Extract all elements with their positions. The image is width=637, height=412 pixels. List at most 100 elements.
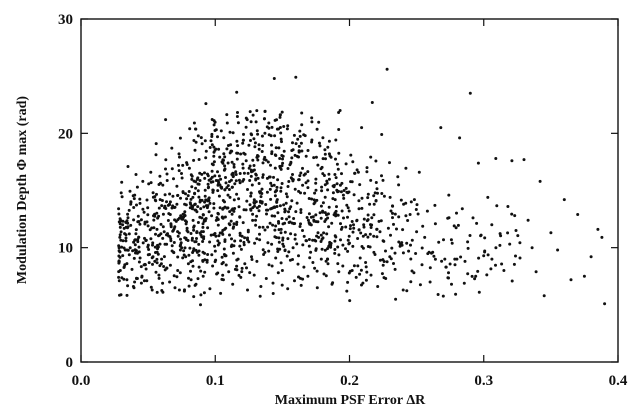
data-point <box>138 197 142 201</box>
data-point <box>325 232 329 236</box>
data-point <box>433 203 437 207</box>
data-point <box>589 255 593 259</box>
data-point <box>232 209 236 213</box>
data-point <box>327 177 331 181</box>
data-point <box>326 188 330 192</box>
data-point <box>154 270 158 274</box>
data-point <box>132 256 136 260</box>
data-point <box>268 187 272 191</box>
data-point <box>246 188 249 191</box>
data-point <box>223 215 227 219</box>
data-point <box>139 218 143 222</box>
data-point <box>374 159 378 163</box>
data-point <box>221 228 225 232</box>
data-point <box>139 281 143 285</box>
data-point <box>145 279 149 283</box>
data-point <box>359 268 363 272</box>
data-point <box>269 181 273 185</box>
data-point <box>212 206 216 210</box>
data-point <box>346 215 349 219</box>
data-point <box>384 249 387 253</box>
data-point <box>195 210 199 214</box>
data-point <box>163 242 167 246</box>
data-point <box>490 257 494 261</box>
data-point <box>256 176 260 180</box>
data-point <box>177 163 180 167</box>
data-point <box>172 241 176 244</box>
data-point <box>337 253 341 257</box>
data-point <box>258 191 262 195</box>
data-point <box>477 256 481 260</box>
data-point <box>362 225 366 229</box>
data-point <box>538 179 542 183</box>
data-point <box>213 174 217 178</box>
data-point <box>185 226 189 230</box>
data-point <box>173 205 177 209</box>
data-point <box>254 223 258 227</box>
data-point <box>365 170 369 174</box>
data-point <box>201 213 205 217</box>
data-point <box>362 223 366 227</box>
data-point <box>159 222 163 226</box>
data-point <box>225 113 229 117</box>
data-point <box>335 162 339 166</box>
data-point <box>323 195 327 199</box>
data-point <box>453 257 457 261</box>
data-point <box>234 179 238 183</box>
data-point <box>162 265 166 268</box>
data-point <box>227 222 231 226</box>
data-point <box>241 221 245 225</box>
data-point <box>227 188 231 191</box>
data-point <box>269 163 272 167</box>
data-point <box>348 227 352 231</box>
data-point <box>241 141 245 145</box>
data-point <box>225 186 229 190</box>
data-point <box>412 271 416 275</box>
data-point <box>323 248 327 252</box>
data-point <box>273 166 277 170</box>
data-point <box>276 271 280 275</box>
data-point <box>322 231 326 235</box>
data-point <box>242 178 246 181</box>
data-point <box>199 303 202 307</box>
data-point <box>138 201 142 205</box>
data-point <box>278 126 282 129</box>
data-point <box>264 277 268 280</box>
data-point <box>352 193 356 197</box>
data-point <box>242 243 246 247</box>
data-point <box>414 208 418 211</box>
data-point <box>301 243 305 247</box>
data-point <box>228 195 232 199</box>
data-point <box>309 215 313 219</box>
data-point <box>216 271 220 275</box>
data-point <box>440 259 444 263</box>
data-point <box>203 218 206 222</box>
data-point <box>154 142 158 146</box>
data-point <box>426 252 430 256</box>
data-point <box>404 214 408 218</box>
data-point <box>254 120 258 124</box>
data-point <box>273 194 277 198</box>
data-point <box>240 266 244 270</box>
data-point <box>213 232 217 235</box>
data-point <box>232 222 236 226</box>
data-point <box>164 167 167 171</box>
data-point <box>325 181 329 185</box>
data-point <box>248 179 252 182</box>
data-point <box>214 234 218 238</box>
data-point <box>253 204 256 208</box>
data-point <box>375 235 379 239</box>
data-point <box>291 246 295 250</box>
data-point <box>261 144 265 147</box>
data-point <box>149 237 153 241</box>
data-point <box>251 158 255 162</box>
data-point <box>126 212 130 216</box>
data-point <box>158 264 162 268</box>
data-point <box>334 209 338 213</box>
data-point <box>230 212 234 216</box>
data-point <box>333 173 337 176</box>
data-point <box>279 227 283 231</box>
y-tick-label: 30 <box>58 12 73 28</box>
data-point <box>250 258 254 261</box>
data-point <box>309 250 313 254</box>
